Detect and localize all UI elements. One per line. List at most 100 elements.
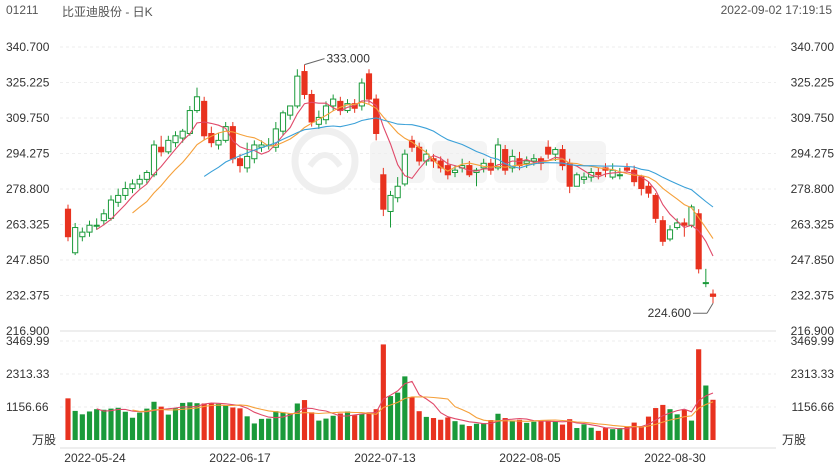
volume-bar — [266, 418, 272, 440]
candle-body — [659, 220, 666, 242]
volume-bar — [344, 411, 351, 440]
volume-tick-left: 1156.66 — [6, 400, 49, 414]
volume-bar — [215, 403, 222, 440]
volume-bar — [366, 412, 372, 440]
candle-body — [595, 171, 602, 176]
candle-body — [186, 110, 193, 134]
volume-bar — [624, 426, 630, 440]
low-price-label: 224.600 — [648, 306, 692, 320]
candle-body — [380, 174, 387, 210]
volume-bar — [137, 412, 143, 440]
volume-bar — [574, 428, 580, 440]
volume-bar — [251, 423, 257, 440]
volume-bar — [129, 417, 136, 440]
volume-bar — [330, 415, 336, 440]
candle-body — [709, 293, 717, 297]
candle-body — [236, 158, 244, 167]
volume-bar — [223, 405, 229, 440]
volume-bar — [466, 426, 472, 440]
candle-body — [244, 155, 251, 169]
candle-body — [215, 139, 222, 146]
volume-bar — [430, 418, 437, 440]
volume-bar — [602, 428, 609, 440]
volume-bar — [201, 403, 207, 440]
volume-bar — [524, 422, 530, 440]
x-tick-label: 2022-08-05 — [499, 451, 561, 465]
volume-bar — [681, 409, 687, 440]
candle-body — [172, 135, 179, 144]
candle-body — [158, 146, 165, 153]
volume-bar — [559, 424, 566, 440]
volume-bar — [115, 407, 121, 440]
volume-bar — [423, 416, 429, 440]
volume-bar — [287, 413, 293, 440]
candle-body — [645, 185, 652, 194]
price-tick-left: 278.800 — [6, 182, 50, 196]
volume-bar — [72, 410, 78, 440]
volume-bar — [230, 407, 236, 440]
candle-body — [107, 199, 115, 219]
volume-bar — [122, 411, 128, 440]
candle-body — [122, 188, 129, 196]
candle-body — [666, 229, 674, 240]
stock-code: 01211 — [6, 3, 39, 17]
candle-body — [652, 194, 659, 219]
price-tick-right: 309.750 — [791, 111, 835, 125]
volume-bar — [180, 402, 186, 440]
candle-body — [150, 144, 158, 176]
candle-body — [179, 130, 186, 139]
volume-bar — [674, 414, 680, 440]
volume-bar — [323, 418, 329, 440]
volume-tick-left: 3469.99 — [6, 334, 50, 348]
price-tick-right: 232.375 — [791, 289, 835, 303]
candle-body — [616, 174, 623, 177]
candle-body — [580, 176, 588, 180]
volume-bar — [316, 420, 322, 440]
volume-bar — [402, 376, 408, 440]
volume-bar — [610, 429, 616, 440]
volume-ma5-line — [96, 380, 714, 430]
candle-body — [573, 174, 580, 187]
candle-body — [494, 144, 502, 169]
volume-bar — [473, 423, 480, 440]
candle-body — [330, 98, 337, 107]
price-tick-left: 232.375 — [6, 289, 50, 303]
stock-name: 比亚迪股份 - 日K — [62, 5, 153, 19]
volume-bar — [445, 417, 451, 440]
volume-bar — [380, 344, 386, 440]
volume-unit-right: 万股 — [782, 433, 806, 447]
price-tick-right: 340.700 — [791, 40, 835, 54]
volume-bar — [509, 421, 515, 440]
candle-body — [394, 185, 401, 199]
price-tick-left: 263.325 — [6, 218, 50, 232]
candle-body — [193, 96, 201, 112]
timestamp: 2022-09-02 17:19:15 — [720, 3, 832, 17]
candle-body — [566, 162, 573, 187]
volume-bar — [273, 411, 279, 440]
candle-body — [64, 208, 72, 238]
volume-bar — [567, 419, 573, 440]
price-tick-left: 340.700 — [6, 40, 50, 54]
volume-tick-right: 3469.99 — [791, 334, 835, 348]
high-marker-line — [304, 58, 325, 66]
volume-bar — [416, 411, 422, 440]
volume-bar — [158, 406, 164, 440]
candle-body — [523, 160, 530, 164]
candle-body — [387, 194, 394, 212]
volume-bar — [688, 420, 695, 440]
price-tick-right: 325.225 — [791, 76, 835, 90]
candle-body — [337, 100, 344, 112]
volume-bar — [459, 424, 465, 440]
candle-body — [308, 93, 315, 123]
high-price-label: 333.000 — [327, 52, 371, 66]
candle-body — [681, 222, 688, 226]
candle-body — [530, 158, 537, 162]
x-tick-label: 2022-05-24 — [64, 451, 126, 465]
price-tick-left: 294.275 — [6, 147, 50, 161]
volume-bar — [581, 424, 587, 440]
candle-body — [201, 100, 208, 137]
volume-bar — [710, 399, 716, 440]
volume-bar — [86, 411, 93, 440]
volume-bar — [165, 414, 171, 440]
